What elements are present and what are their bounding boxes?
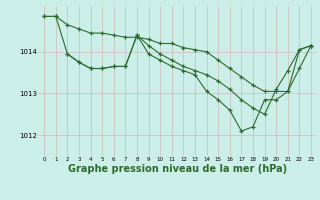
X-axis label: Graphe pression niveau de la mer (hPa): Graphe pression niveau de la mer (hPa) [68, 164, 287, 174]
